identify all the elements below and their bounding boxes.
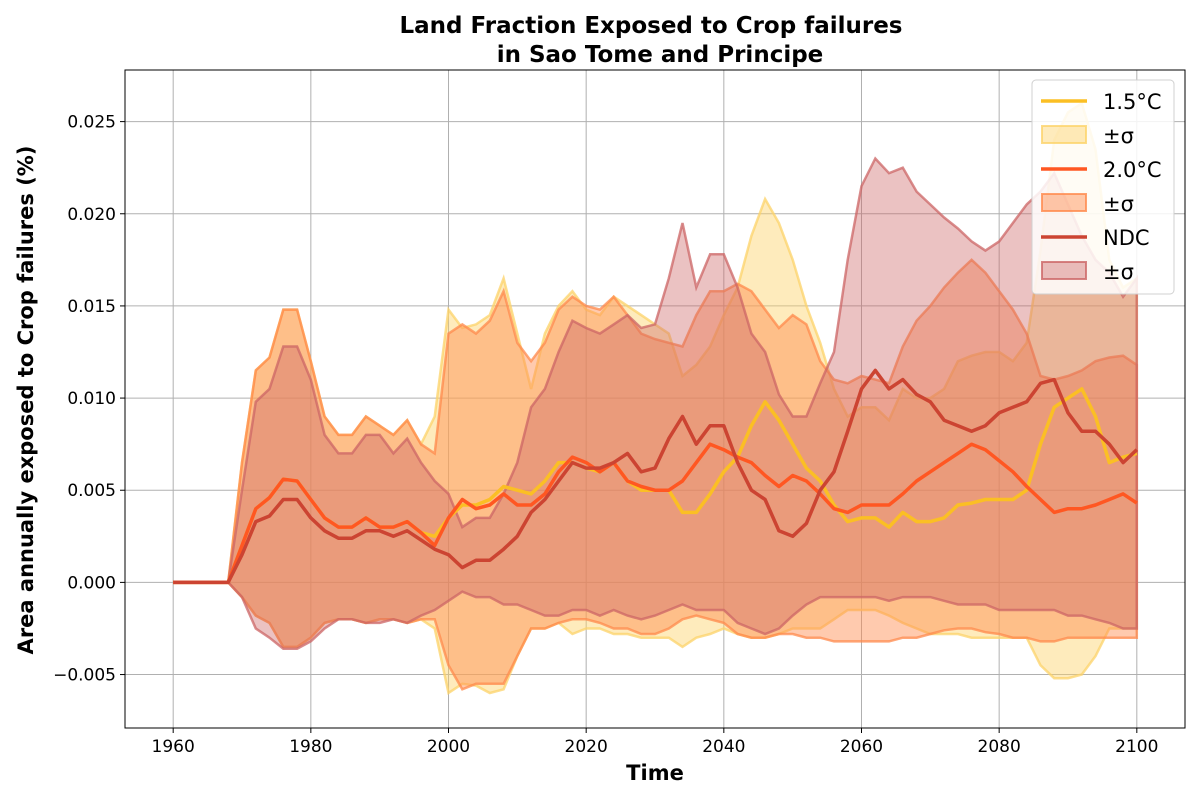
- plot-frame: [124, 69, 1186, 729]
- x-tick-label: 2040: [702, 737, 745, 757]
- y-tick-label: 0.015: [67, 297, 116, 317]
- legend-box: [1031, 79, 1175, 295]
- y-tick-label: 0.005: [67, 481, 116, 501]
- x-axis-ticks: 1960 1980 2000 2020 2040 2060 2080 2100: [152, 728, 1158, 757]
- chart-title-line-1: Land Fraction Exposed to Crop failures: [400, 13, 903, 39]
- x-tick-label: 1960: [152, 737, 195, 757]
- x-tick-label: 2020: [565, 737, 608, 757]
- lines: [173, 368, 1138, 585]
- y-tick-label: −0.005: [53, 666, 116, 686]
- y-axis-ticks: −0.005 0.000 0.005 0.010 0.015 0.020 0.025: [53, 113, 125, 686]
- x-axis-label: Time: [626, 761, 684, 785]
- line-2: [173, 368, 1138, 585]
- line-1: [173, 442, 1138, 585]
- legend-label: ±σ: [1103, 260, 1134, 284]
- legend-label: ±σ: [1103, 192, 1134, 216]
- chart-title-line-2: in Sao Tome and Principe: [497, 42, 824, 68]
- legend: 1.5°C ±σ 2.0°C ±σ NDC ±σ: [1031, 79, 1175, 295]
- x-tick-label: 1980: [289, 737, 332, 757]
- x-tick-label: 2080: [978, 737, 1021, 757]
- y-axis-label: Area annually exposed to Crop failures (…: [14, 146, 38, 655]
- x-tick-label: 2000: [427, 737, 470, 757]
- x-tick-label: 2100: [1115, 737, 1158, 757]
- legend-label: NDC: [1103, 226, 1150, 250]
- legend-band-swatch: [1041, 125, 1087, 144]
- y-tick-label: 0.020: [67, 205, 116, 225]
- x-tick-label: 2060: [840, 737, 883, 757]
- legend-label: 1.5°C: [1103, 90, 1162, 114]
- legend-band-swatch: [1041, 193, 1087, 212]
- y-tick-label: 0.000: [67, 573, 116, 593]
- y-tick-label: 0.010: [67, 389, 116, 409]
- legend-label: ±σ: [1103, 124, 1134, 148]
- y-tick-label: 0.025: [67, 113, 116, 133]
- legend-label: 2.0°C: [1103, 158, 1162, 182]
- legend-band-swatch: [1041, 261, 1087, 280]
